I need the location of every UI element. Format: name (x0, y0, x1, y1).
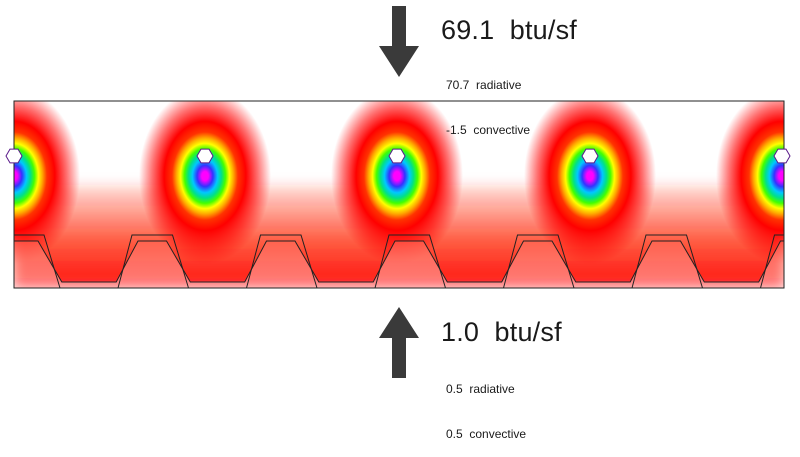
heat-plume (524, 101, 656, 264)
bottom-flux-radiative: 0.5 radiative (446, 382, 515, 396)
deck-profile-inner (14, 240, 784, 283)
arrow-down-icon (379, 6, 419, 78)
top-flux-radiative: 70.7 radiative (446, 78, 522, 92)
pipe (773, 148, 791, 164)
pipe (581, 148, 599, 164)
pipe (5, 148, 23, 164)
thermal-section-diagram (5, 100, 791, 289)
top-flux-total: 69.1 btu/sf (441, 15, 577, 45)
arrow-up-icon (379, 307, 419, 379)
heat-plume (14, 101, 80, 264)
bottom-flux-breakdown: 0.5 radiative 0.5 convective (446, 352, 526, 457)
slab-outline (13, 100, 785, 289)
pipe (388, 148, 406, 164)
bottom-flux-total: 1.0 btu/sf (441, 317, 562, 347)
deck-profile-outer (14, 234, 784, 289)
heat-plume (716, 101, 784, 264)
heat-plume (331, 101, 463, 264)
bottom-flux-convective: 0.5 convective (446, 427, 527, 441)
heat-plume (139, 101, 271, 264)
top-flux-convective: -1.5 convective (446, 123, 531, 137)
top-flux-breakdown: 70.7 radiative -1.5 convective (446, 48, 530, 153)
temperature-field (14, 101, 784, 288)
pipe (196, 148, 214, 164)
